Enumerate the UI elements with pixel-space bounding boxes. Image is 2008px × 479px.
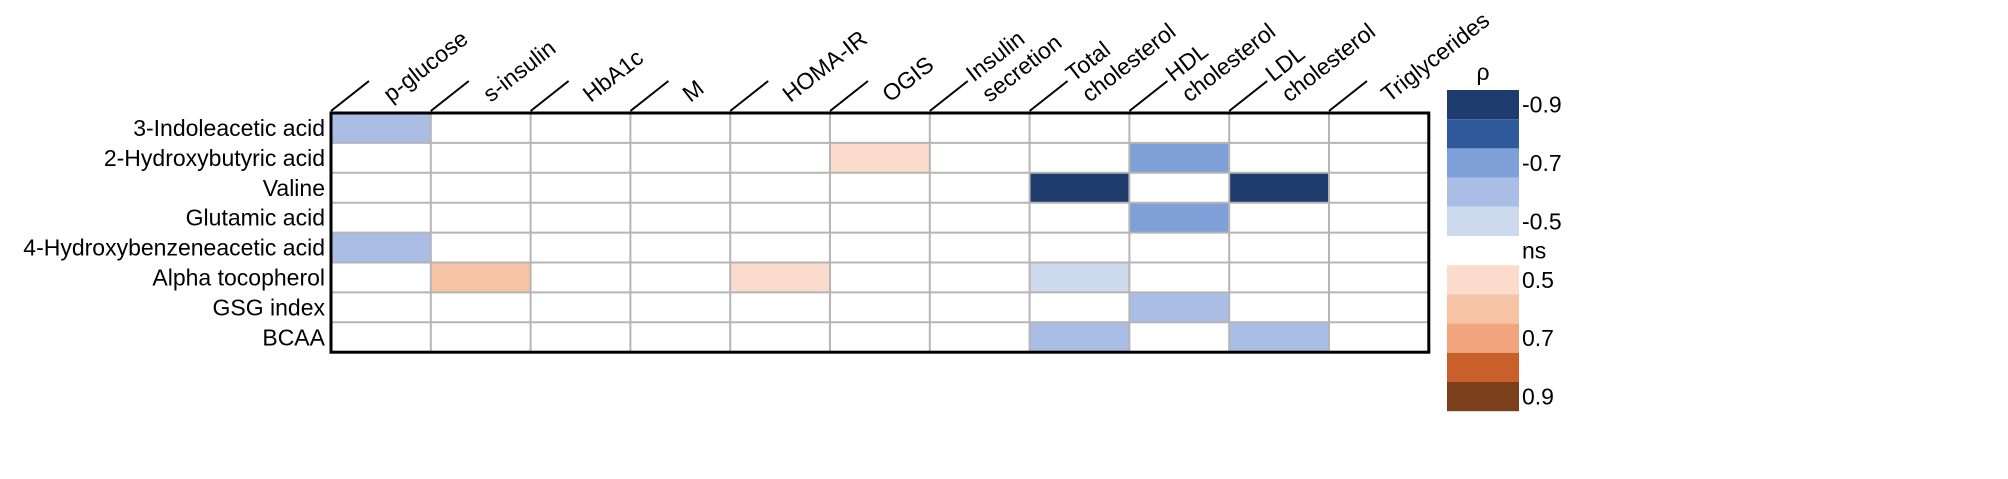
column-label: HOMA-IR: [777, 25, 872, 107]
heatmap-cell: [430, 262, 531, 293]
column-header-tick: [529, 80, 570, 112]
legend-swatch: [1447, 323, 1519, 353]
legend-tick-label: ns: [1522, 238, 1546, 264]
row-labels: 3-Indoleacetic acid 2-Hydroxybutyric acid…: [23, 115, 325, 350]
column-header-tick: [1228, 80, 1268, 112]
row-label: GSG index: [213, 294, 326, 320]
column-header-tick: [629, 80, 670, 112]
column-labels: p-glucose s-insulin HbA1c M HOMA-IR OGIS Insul…: [330, 0, 1494, 112]
column-header-tick: [829, 80, 869, 112]
legend-swatch: [1447, 265, 1519, 295]
row-label: 3-Indoleacetic acid: [133, 115, 325, 141]
column-label: HbA1c: [578, 44, 648, 107]
legend-tick-label: 0.7: [1522, 325, 1554, 351]
heatmap-cell: [830, 142, 930, 173]
legend-swatch: [1447, 119, 1519, 149]
column-header-tick: [330, 80, 370, 112]
heatmap-cells: [331, 113, 1329, 353]
row-label: BCAA: [262, 324, 325, 350]
heatmap-cell: [1229, 322, 1329, 353]
heatmap-border: [329, 111, 1431, 354]
column-header-tick: [1028, 80, 1069, 112]
legend-tick-label: -0.9: [1522, 92, 1562, 118]
column-label: OGIS: [877, 51, 938, 107]
heatmap-cell: [1229, 172, 1329, 203]
legend-swatch: [1447, 352, 1519, 382]
legend-swatch: [1447, 294, 1519, 324]
legend-swatch: [1447, 206, 1519, 236]
heatmap-cell: [331, 113, 431, 143]
heatmap-cell: [730, 262, 830, 293]
heatmap-cell: [1029, 172, 1130, 203]
row-label: Glutamic acid: [186, 205, 325, 231]
column-header-tick: [430, 80, 470, 112]
color-legend: ρ -0.9 -0.7 -0.5 ns 0.5 0.7 0.9: [1447, 59, 1562, 412]
legend-swatch: [1447, 177, 1519, 207]
column-header-tick: [1328, 80, 1368, 112]
column-header-tick: [929, 80, 969, 112]
legend-tick-label: 0.9: [1522, 384, 1554, 410]
legend-tick-label: -0.5: [1522, 208, 1562, 234]
row-label: 4-Hydroxybenzeneacetic acid: [23, 235, 325, 261]
row-label: Valine: [263, 175, 325, 201]
heatmap-cell: [1129, 292, 1230, 323]
row-label: 2-Hydroxybutyric acid: [104, 145, 325, 171]
row-label: Alpha tocopherol: [152, 264, 325, 290]
heatmap-cell: [1129, 142, 1230, 173]
column-label: LDLcholesterol: [1260, 0, 1380, 107]
legend-tick-label: -0.7: [1522, 150, 1562, 176]
legend-tick-label: 0.5: [1522, 267, 1554, 293]
heatmap-cell: [331, 232, 431, 263]
heatmap-cell: [1029, 262, 1130, 293]
legend-swatch: [1447, 382, 1519, 412]
legend-swatch: [1447, 148, 1519, 178]
column-label: Totalcholesterol: [1061, 0, 1181, 107]
heatmap-grid: [329, 111, 1431, 354]
column-label: Insulinsecretion: [961, 9, 1067, 107]
legend-title: ρ: [1476, 59, 1489, 85]
column-header-tick: [1128, 80, 1169, 112]
legend-swatch: [1447, 90, 1519, 120]
column-label: HDLcholesterol: [1160, 0, 1280, 107]
column-header-tick: [729, 80, 769, 112]
legend-swatch: [1447, 236, 1519, 266]
heatmap-cell: [1129, 202, 1230, 233]
heatmap-cell: [1029, 322, 1130, 353]
column-label: M: [677, 75, 708, 107]
column-label: p-glucose: [378, 25, 473, 107]
